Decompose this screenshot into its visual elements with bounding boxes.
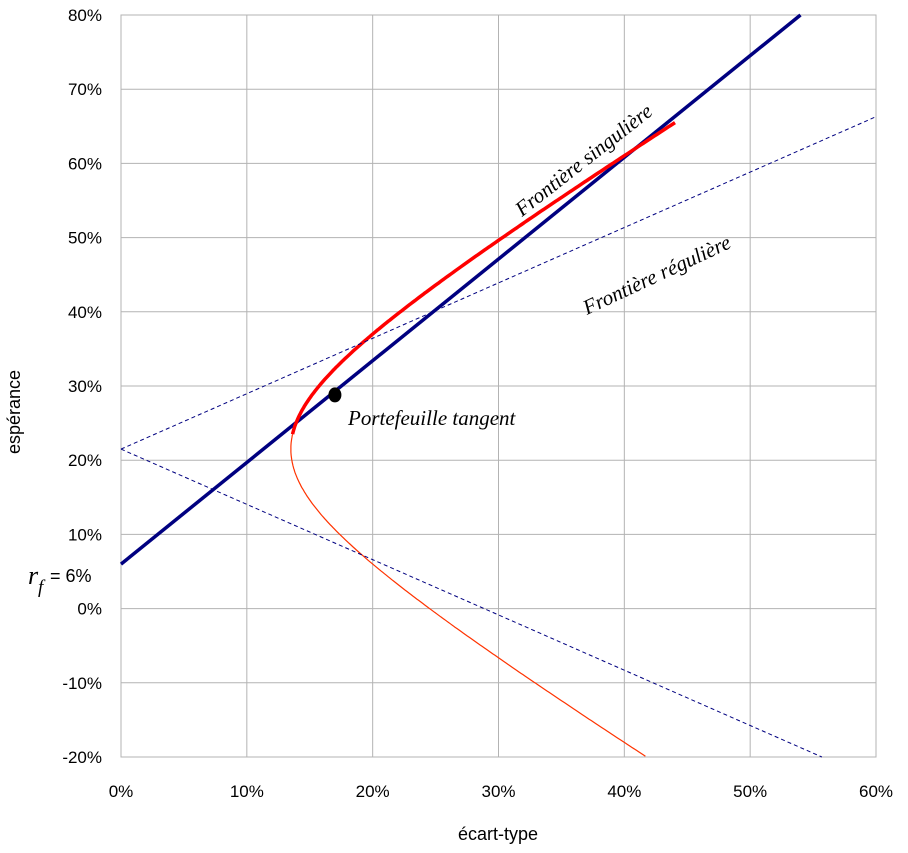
y-tick-label: -20% [62, 748, 102, 767]
x-tick-label: 0% [109, 782, 134, 801]
series-line-1 [119, 13, 802, 566]
y-tick-label: -10% [62, 674, 102, 693]
plot-frame [120, 14, 877, 758]
y-tick-label: 20% [68, 451, 102, 470]
regular-frontier-label: Frontière régulière [578, 230, 734, 320]
tangent-portfolio-point [328, 387, 342, 403]
series-line-4 [120, 116, 877, 450]
y-axis-label: espérance [4, 370, 24, 454]
x-axis-label: écart-type [458, 824, 538, 844]
series-group [119, 13, 877, 758]
rf-symbol: r [28, 561, 39, 590]
x-tick-label: 30% [481, 782, 515, 801]
x-tick-labels: 0% 10% 20% 30% 40% 50% 60% [109, 782, 893, 801]
grid [120, 14, 877, 758]
y-tick-labels: -20% -10% 0% 10% 20% 30% 40% 50% 60% 70% 80% [62, 6, 102, 767]
y-tick-label: 70% [68, 80, 102, 99]
y-tick-label: 10% [68, 525, 102, 544]
rf-subscript: f [38, 577, 46, 598]
y-tick-label: 60% [68, 154, 102, 173]
tangent-portfolio-label: Portefeuille tangent [347, 406, 517, 430]
y-tick-label: 50% [68, 229, 102, 248]
x-tick-label: 10% [230, 782, 264, 801]
y-tick-label: 40% [68, 303, 102, 322]
series-line-5 [120, 448, 823, 758]
risk-free-label: r f = 6% [28, 561, 92, 598]
x-tick-label: 50% [733, 782, 767, 801]
series-line-3 [290, 434, 646, 757]
singular-frontier-label: Frontière singulière [510, 99, 657, 222]
y-tick-label: 30% [68, 377, 102, 396]
y-tick-label: 80% [68, 6, 102, 25]
x-tick-label: 60% [859, 782, 893, 801]
points-group [328, 387, 342, 403]
series-line-2 [290, 121, 676, 435]
x-tick-label: 20% [356, 782, 390, 801]
rf-value: = 6% [50, 566, 92, 586]
y-tick-label: 0% [77, 600, 102, 619]
x-tick-label: 40% [607, 782, 641, 801]
